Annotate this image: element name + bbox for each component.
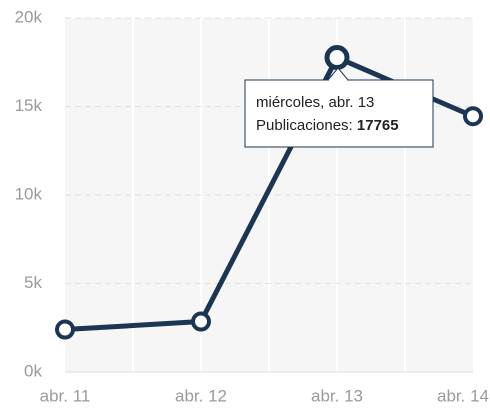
x-tick-label: abr. 14 (437, 386, 489, 405)
marker (191, 311, 211, 332)
x-tick-label: abr. 13 (311, 386, 363, 405)
tooltip-title: miércoles, abr. 13 (256, 94, 374, 111)
x-tick-label: abr. 12 (175, 386, 227, 405)
tooltip-label: Publicaciones: (256, 117, 353, 134)
tooltip: miércoles, abr. 13 Publicaciones: 17765 (244, 67, 434, 148)
y-tick-label: 20k (15, 7, 43, 26)
marker (55, 319, 75, 340)
marker (463, 106, 483, 127)
tooltip-arrow (327, 67, 349, 81)
y-tick-label: 0k (24, 361, 42, 380)
y-tick-label: 5k (24, 273, 42, 292)
tooltip-box (244, 79, 434, 148)
y-tick-label: 15k (15, 96, 43, 115)
tooltip-value: 17765 (357, 117, 399, 134)
x-tick-label: abr. 11 (40, 386, 91, 405)
marker (324, 45, 350, 71)
tooltip-line: Publicaciones: 17765 (256, 117, 399, 134)
y-tick-label: 10k (15, 184, 43, 203)
